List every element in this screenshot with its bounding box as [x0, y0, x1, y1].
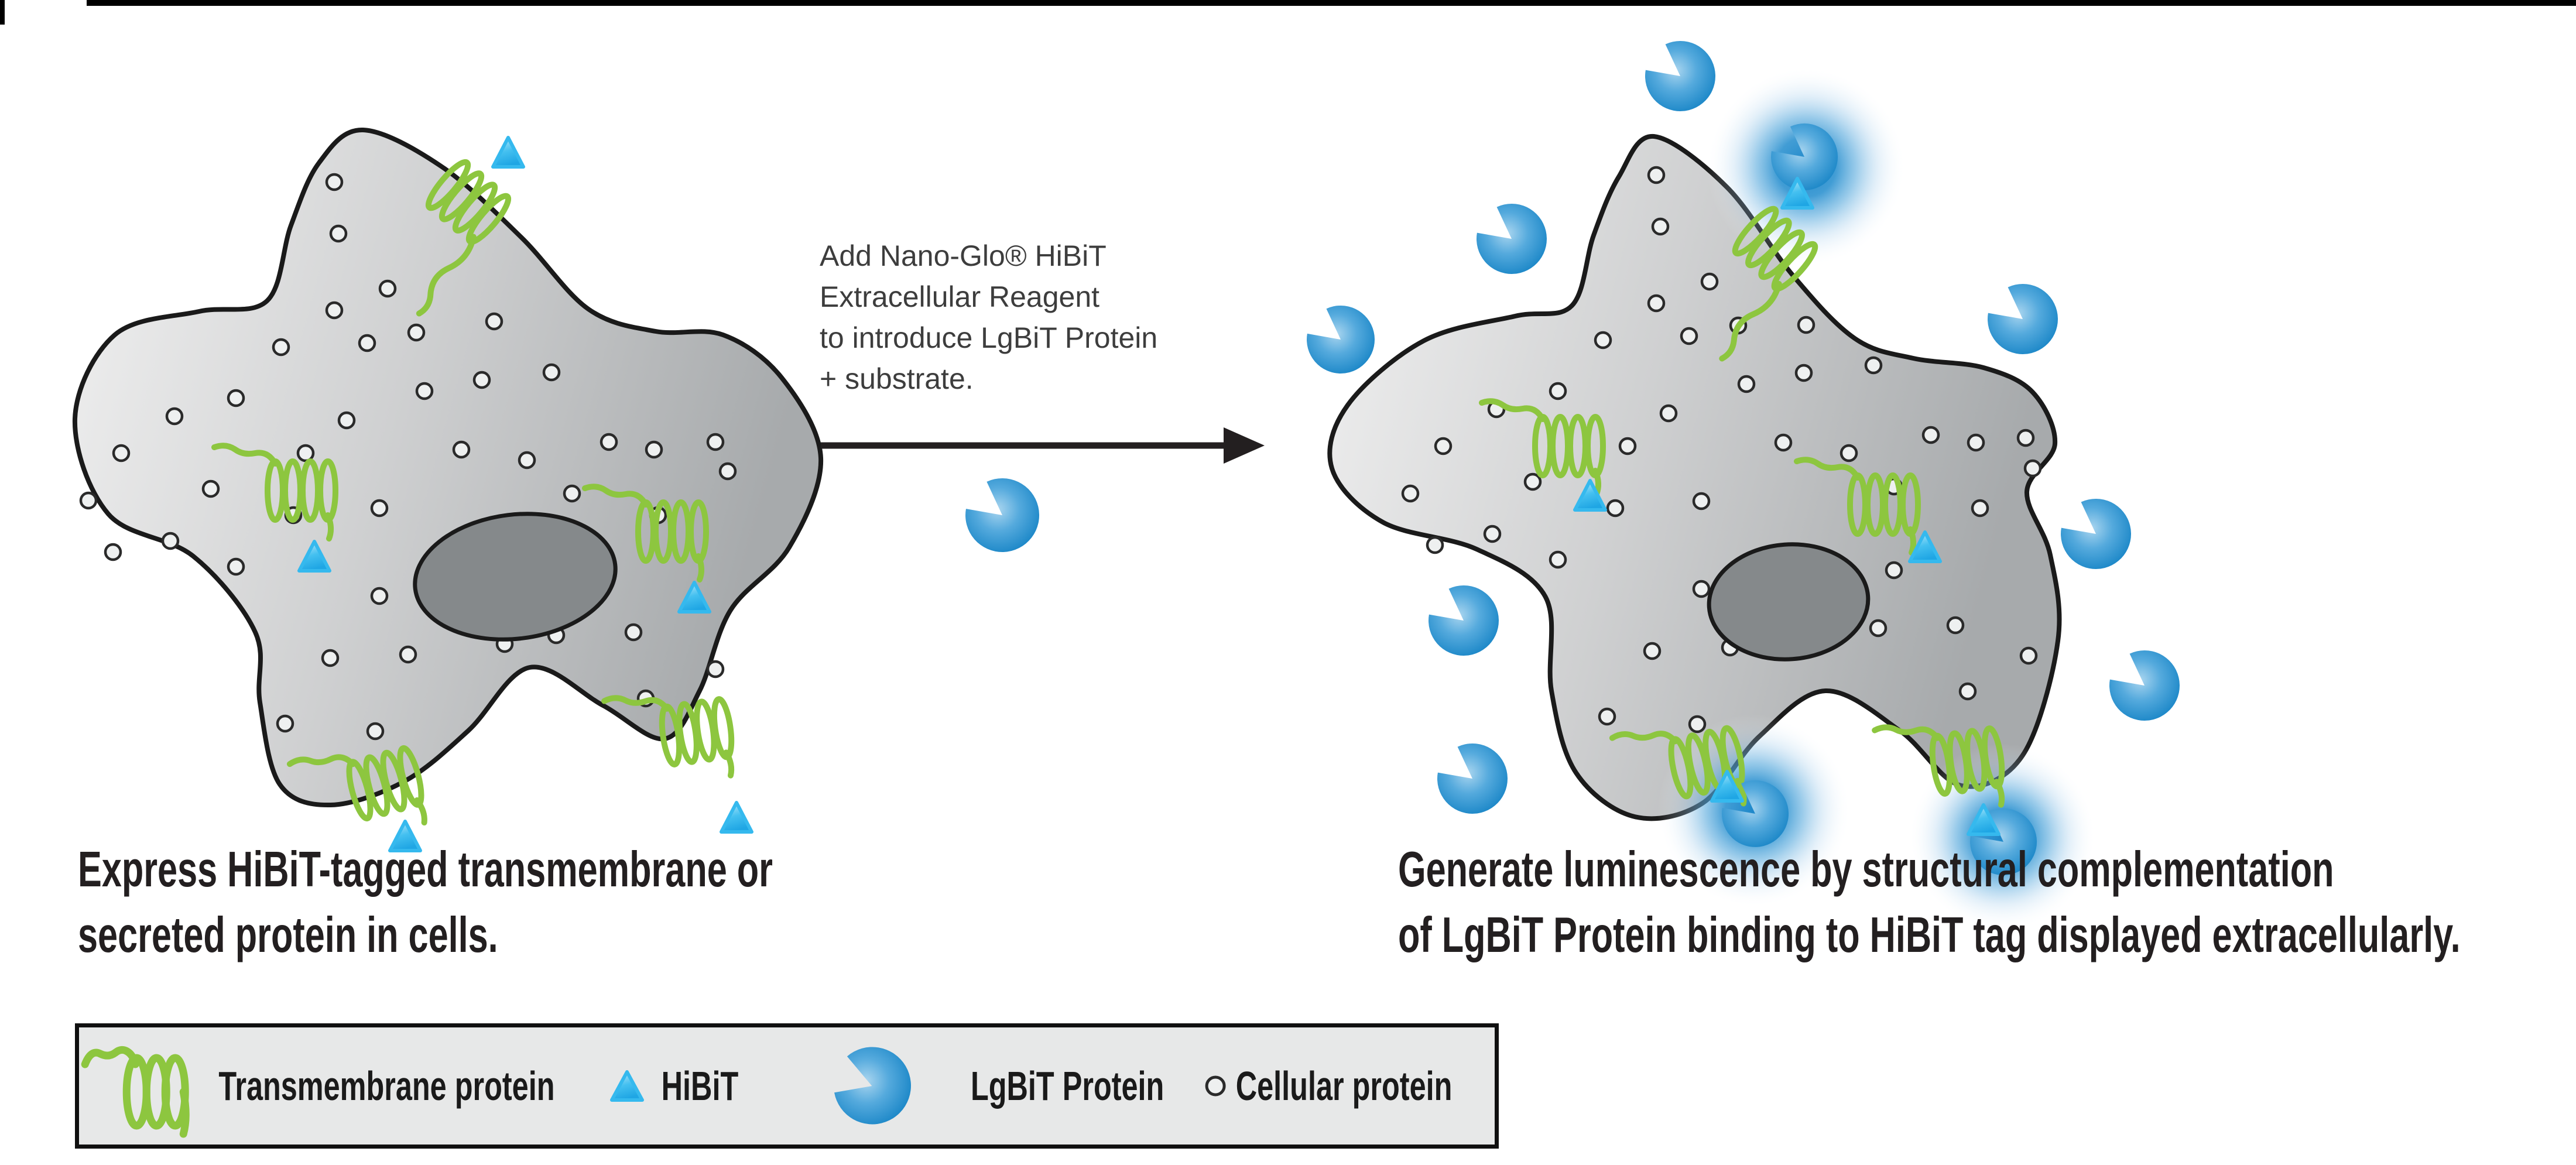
- arrow-step-label-line: to introduce LgBiT Protein: [820, 321, 1158, 354]
- legend-row: Transmembrane protein HiBiT LgBiT Protei…: [79, 1027, 1503, 1145]
- top-rule-bar: [87, 0, 2576, 6]
- lgbit-protein: [1645, 40, 1715, 111]
- cell-left: [72, 127, 824, 808]
- hibit-tag: [677, 581, 711, 614]
- lgbit-protein: [2060, 498, 2131, 569]
- legend-label-hibit: HiBiT: [661, 1063, 739, 1109]
- hibit-tag: [720, 801, 753, 834]
- hibit-icon: [610, 1070, 645, 1102]
- transmembrane-protein: [1719, 205, 1818, 362]
- hibit-tag: [1710, 770, 1744, 803]
- cellular-protein-dots: [1401, 166, 2042, 734]
- lgbit-protein: [1970, 808, 2037, 875]
- lgbit-protein: [1987, 283, 2058, 354]
- arrow-step-label-line: Extracellular Reagent: [820, 280, 1100, 313]
- transmembrane-protein: [582, 484, 709, 582]
- lgbit-protein: [1722, 780, 1789, 847]
- lgbit-protein: [1428, 585, 1499, 656]
- transmembrane-protein: [211, 443, 338, 542]
- transmembrane-protein-icon: [81, 1046, 190, 1138]
- step-caption-left-line2: secreted protein in cells.: [78, 907, 498, 963]
- reaction-arrow: [821, 427, 1265, 464]
- arrow-step-label-line: Add Nano-Glo® HiBiT: [820, 239, 1107, 272]
- cell-body: [72, 127, 824, 808]
- transmembrane-protein: [1479, 398, 1606, 497]
- lgbit-protein: [1476, 203, 1547, 274]
- lgbit-protein: [1437, 743, 1508, 814]
- nucleus: [413, 512, 618, 642]
- hibit-tag: [1967, 803, 2000, 836]
- lgbit-protein-icon: [834, 1047, 912, 1125]
- hibit-tag: [1908, 530, 1942, 563]
- step-caption-right-line1: Generate luminescence by structural comp…: [1398, 842, 2334, 897]
- legend-label-transmembrane-protein: Transmembrane protein: [218, 1063, 555, 1109]
- hibit-tag: [1573, 479, 1607, 512]
- hibit-tag: [297, 540, 331, 573]
- arrow-step-label: Add Nano-Glo® HiBiT Extracellular Reagen…: [820, 235, 1157, 399]
- step-caption-left: Express HiBiT-tagged transmembrane or se…: [78, 837, 773, 968]
- lgbit-protein: [1771, 123, 1838, 190]
- transmembrane-protein: [286, 745, 427, 826]
- lgbit-protein: [965, 478, 1040, 552]
- cellular-protein-icon: [1205, 1075, 1226, 1097]
- transmembrane-protein: [1872, 724, 2005, 808]
- cell-right: [1327, 133, 2062, 821]
- hibit-tag: [491, 136, 525, 169]
- hibit-tag: [388, 820, 422, 852]
- lgbit-protein: [2109, 650, 2180, 721]
- step-caption-right-line2: of LgBiT Protein binding to HiBiT tag di…: [1398, 907, 2461, 963]
- transmembrane-protein: [1794, 457, 1921, 556]
- nucleus: [1707, 542, 1871, 662]
- step-caption-right: Generate luminescence by structural comp…: [1398, 837, 2461, 968]
- hibit-tag: [1780, 177, 1814, 210]
- arrow-step-label-line: + substrate.: [820, 362, 974, 395]
- legend-label-lgbit-protein: LgBiT Protein: [970, 1063, 1164, 1109]
- corner-mark: [0, 0, 5, 25]
- legend: Transmembrane protein HiBiT LgBiT Protei…: [75, 1023, 1499, 1149]
- transmembrane-protein: [601, 695, 735, 779]
- lgbit-protein: [1307, 305, 1375, 374]
- transmembrane-protein: [416, 159, 512, 317]
- legend-label-cellular-protein: Cellular protein: [1235, 1063, 1453, 1109]
- step-caption-left-line1: Express HiBiT-tagged transmembrane or: [78, 842, 773, 897]
